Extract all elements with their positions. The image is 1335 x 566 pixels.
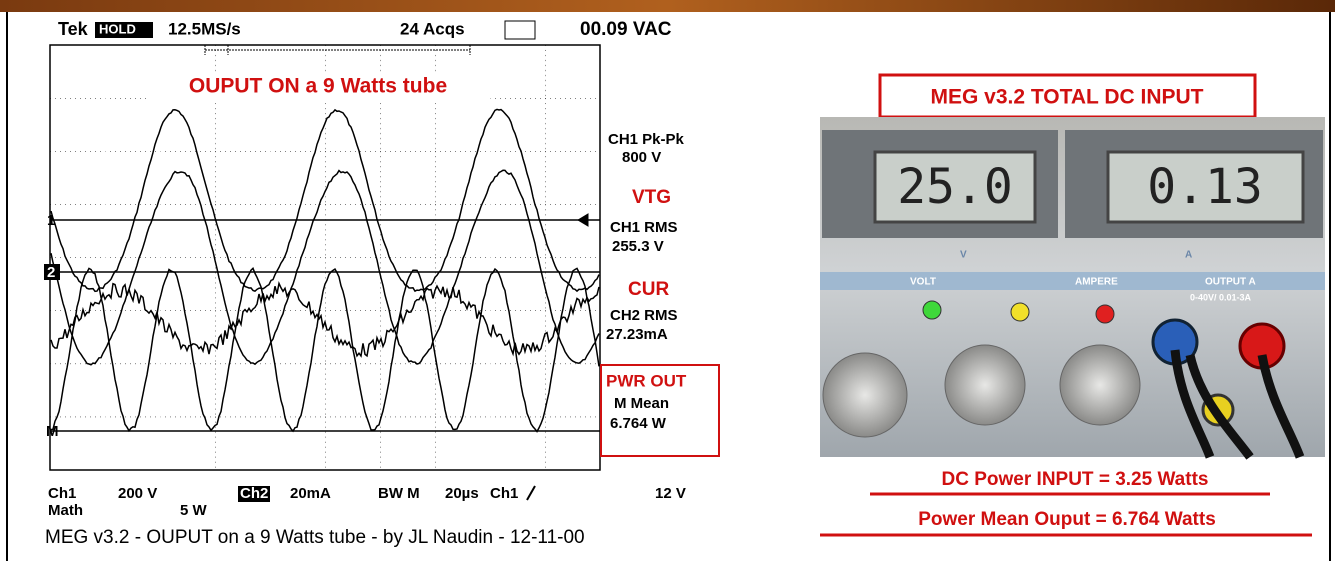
knob (944, 344, 1026, 426)
knob (1059, 344, 1141, 426)
caption: MEG v3.2 - OUPUT on a 9 Watts tube - by … (45, 527, 585, 548)
readout: 6.764 W (610, 415, 667, 432)
panel-range: 0-40V/ 0.01-3A (1190, 292, 1252, 302)
waveform (50, 169, 600, 366)
readout: 255.3 V (612, 238, 664, 255)
readout: CH1 RMS (610, 219, 678, 236)
acqs: 24 Acqs (400, 19, 465, 38)
supply-title: MEG v3.2 TOTAL DC INPUT (930, 86, 1203, 109)
hold-box (95, 22, 153, 38)
footer: 20µs (445, 485, 479, 502)
trig-slope (526, 485, 536, 501)
cables (1170, 349, 1305, 460)
waveform (50, 108, 600, 293)
pwr-box (600, 364, 720, 457)
mean-output: Power Mean Ouput = 6.764 Watts (918, 509, 1216, 530)
footer: Ch1 (48, 485, 76, 502)
footer: Ch1 (490, 485, 518, 502)
trigger-arrow (577, 213, 600, 227)
amp-display: 0.13 (1147, 159, 1263, 215)
ch2-box (238, 486, 270, 502)
readout: 27.23mA (606, 326, 668, 343)
brand: Tek (58, 19, 89, 39)
footer: Ch2 (240, 485, 268, 502)
scope-grid (49, 44, 601, 471)
panel-label: AMPERE (1075, 277, 1118, 288)
trigger-bracket (204, 45, 471, 55)
marker: M (46, 423, 59, 440)
volt-display: 25.0 (897, 159, 1013, 215)
mode: HOLD (99, 21, 136, 36)
readout: CH1 Pk-Pk (608, 131, 685, 148)
waveform (50, 280, 600, 358)
readout: CUR (628, 279, 669, 300)
rate: 12.5MS/s (168, 19, 241, 38)
dc-input: DC Power INPUT = 3.25 Watts (942, 469, 1209, 490)
reading: 00.09 VAC (580, 19, 672, 40)
waveforms (50, 108, 600, 433)
unit: V (960, 250, 967, 261)
waveform (50, 266, 600, 433)
readout: 800 V (622, 149, 661, 166)
footer: 5 W (180, 502, 208, 519)
marker: 2 (47, 264, 55, 281)
footer: 20mA (290, 485, 331, 502)
panel-label: VOLT (910, 277, 936, 288)
overlay-title: OUPUT ON a 9 Watts tube (189, 75, 447, 98)
readout: M Mean (614, 395, 669, 412)
unit: A (1185, 250, 1192, 261)
footer: BW M (378, 485, 420, 502)
overlay-bg (148, 72, 488, 102)
footer: Math (48, 502, 83, 519)
panel-strip (820, 272, 1325, 290)
lcd (873, 150, 1037, 224)
footer: 12 V (655, 485, 686, 502)
marker: 1 (47, 212, 55, 229)
marker-box (44, 264, 60, 280)
readout: PWR OUT (606, 371, 687, 390)
led (922, 300, 942, 320)
footer: 200 V (118, 485, 157, 502)
panel-label: OUTPUT A (1205, 277, 1256, 288)
top-bar (0, 0, 1335, 12)
acq-icon (504, 20, 536, 40)
led (1010, 302, 1030, 322)
readout: CH2 RMS (610, 307, 678, 324)
readout: VTG (632, 187, 671, 208)
knob (822, 352, 908, 438)
lcd (1106, 150, 1305, 224)
led (1095, 304, 1115, 324)
